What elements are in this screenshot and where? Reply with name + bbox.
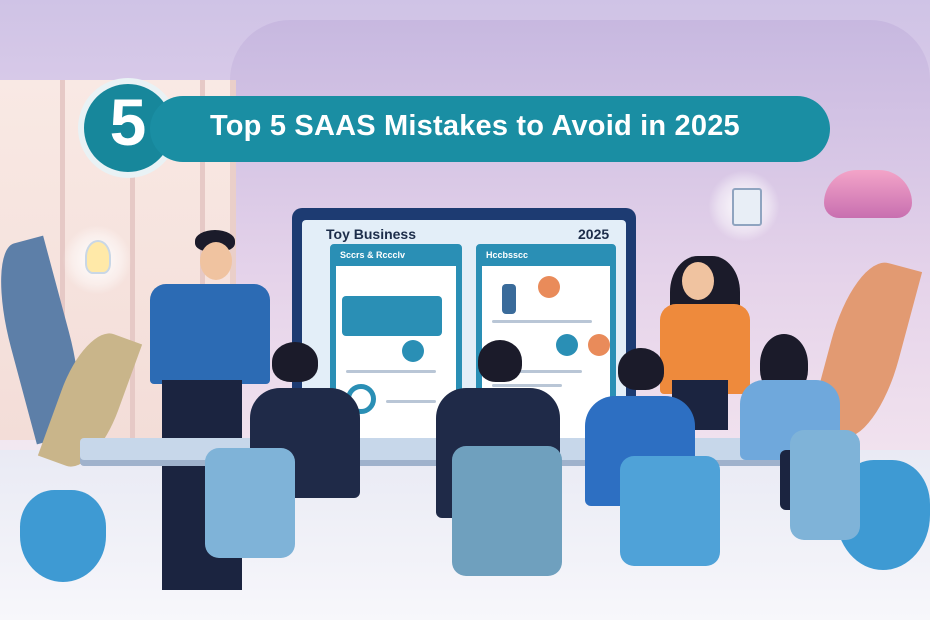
- chair: [452, 446, 562, 576]
- document-shape: [732, 188, 762, 226]
- badge-number: 5: [109, 85, 147, 159]
- seated-person: [272, 342, 318, 382]
- banner-title: Top 5 SAAS Mistakes to Avoid in 2025: [210, 110, 740, 142]
- presenter-man: [200, 242, 232, 280]
- chair: [205, 448, 295, 558]
- left-panel-label: Sccrs & Rccclv: [340, 250, 406, 260]
- dollar-icon: [538, 276, 560, 298]
- text-line: [346, 370, 436, 373]
- chair: [620, 456, 720, 566]
- title-banner: [150, 96, 830, 162]
- seated-person: [478, 340, 522, 382]
- screen-year: 2025: [578, 226, 610, 242]
- presenter-man-body: [150, 284, 270, 384]
- chart-icon: [556, 334, 578, 356]
- screen-title: Toy Business: [326, 226, 416, 242]
- text-line: [492, 320, 592, 323]
- chart-card: [342, 296, 442, 336]
- text-line: [386, 400, 436, 403]
- text-line: [492, 384, 562, 387]
- lightbulb-shape: [85, 240, 111, 274]
- chair: [790, 430, 860, 540]
- presenter-woman-body: [660, 304, 750, 394]
- gauge-icon: [402, 340, 424, 362]
- seated-person: [618, 348, 664, 390]
- text-line: [492, 370, 582, 373]
- right-panel-label: Hccbsscc: [486, 250, 529, 260]
- bar-icon: [502, 284, 516, 314]
- plant-pot-left: [20, 490, 106, 582]
- chart-icon: [588, 334, 610, 356]
- presenter-woman: [682, 262, 714, 300]
- pendant-lamp-icon: [824, 170, 912, 218]
